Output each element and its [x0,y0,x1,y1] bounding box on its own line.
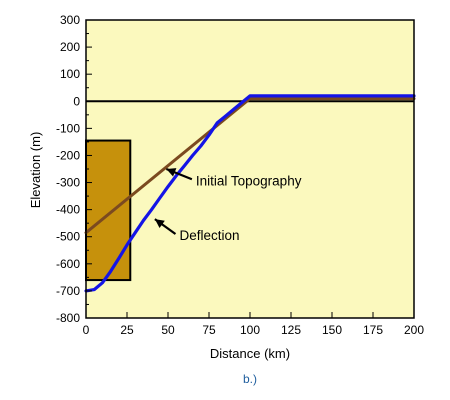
x-tick-label: 200 [404,323,424,337]
y-tick-label: 0 [73,94,80,108]
annotation-arrowhead-1 [166,168,177,177]
y-tick-label: -200 [56,148,80,162]
x-axis-title: Distance (km) [210,346,290,361]
y-tick-label: -800 [56,311,80,325]
y-tick-label: -600 [56,257,80,271]
x-tick-label: 125 [281,323,301,337]
figure-caption: b.) [243,372,257,386]
series-line-2 [84,94,416,293]
load-block [85,139,132,282]
annotation-arrowhead-2 [154,219,165,229]
series-line-1 [84,97,416,235]
x-tick-label: 50 [161,323,175,337]
load-block-layer [85,139,132,282]
plot-frame [85,19,415,319]
x-tick-label: 100 [240,323,260,337]
y-tick-label: 300 [60,13,80,27]
y-tick-label: -700 [56,284,80,298]
y-tick-label: -100 [56,121,80,135]
x-tick-label: 75 [202,323,216,337]
series-layer [84,94,416,293]
x-tick-label: 175 [363,323,383,337]
annotation-label-2: Deflection [179,228,239,243]
y-tick-label: 100 [60,67,80,81]
y-axis-title: Elevation (m) [28,132,43,209]
y-tick-label: -400 [56,203,80,217]
annotations-layer: Initial Topography Deflection [154,167,302,243]
x-tick-label: 0 [83,323,90,337]
y-tick-label: -300 [56,176,80,190]
plot-background [86,20,414,318]
y-tick-label: -500 [56,230,80,244]
ticks-layer: 0 25 50 75 100 125 150 175 200 300 200 100 0 -100 -200… [56,13,424,337]
y-tick-label: 200 [60,40,80,54]
annotation-label-1: Initial Topography [196,173,302,188]
x-tick-label: 25 [120,323,134,337]
x-tick-label: 150 [322,323,342,337]
